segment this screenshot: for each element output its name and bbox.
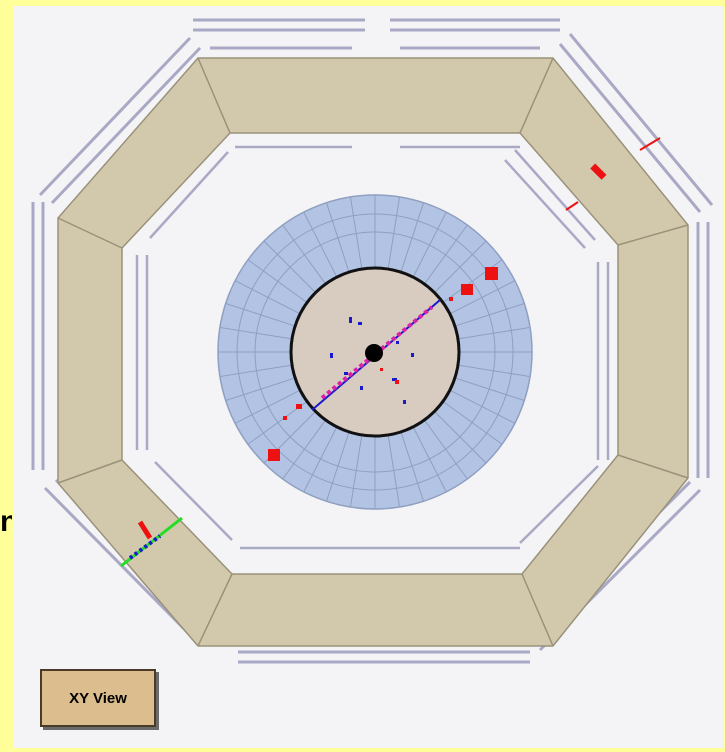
inner-detector-red-hits	[380, 368, 399, 384]
em-cell-divider	[303, 211, 338, 278]
muon-track	[120, 516, 183, 568]
muon-chambers-inner	[135, 145, 610, 550]
side-text: n	[0, 505, 12, 538]
em-energy-deposits	[268, 267, 498, 461]
em-cell-divider	[412, 211, 447, 278]
xy-view-button[interactable]: XY View	[40, 669, 156, 727]
inner-detector-hits	[330, 317, 414, 404]
hadronic-calorimeter	[57, 57, 689, 647]
upper-right-hits	[565, 137, 661, 211]
interaction-vertex	[365, 344, 383, 362]
